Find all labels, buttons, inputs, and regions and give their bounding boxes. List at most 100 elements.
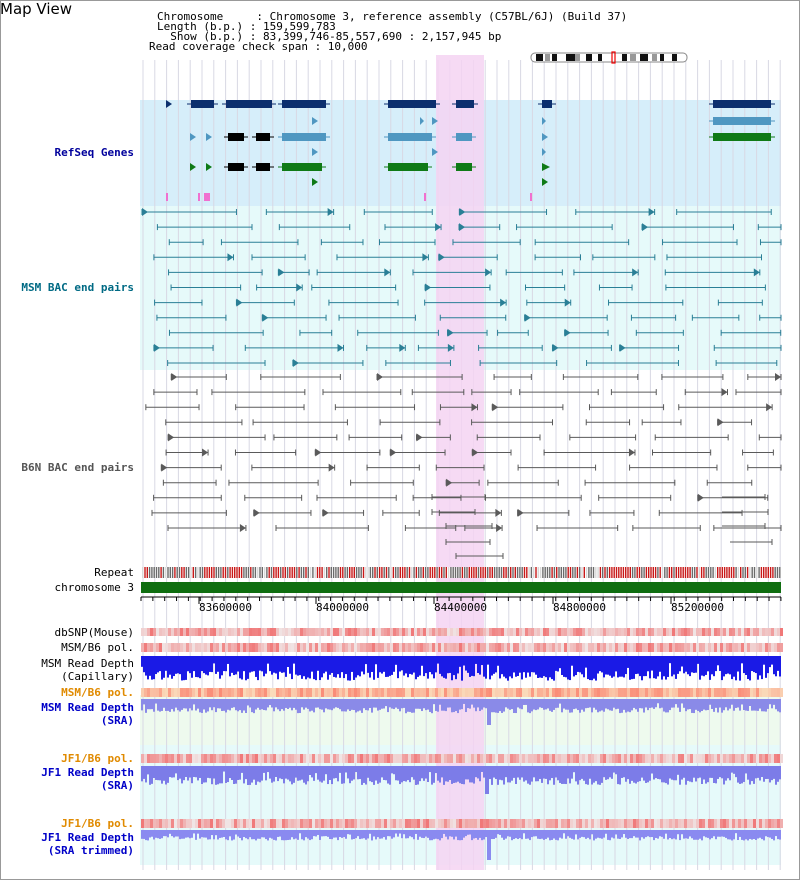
repeat-element xyxy=(259,567,261,578)
track-label-dbsnp[interactable]: dbSNP(Mouse) xyxy=(54,626,134,639)
dbsnp-heat-cell xyxy=(525,628,528,636)
msm-pol-heat-cell xyxy=(213,643,216,652)
jf1-pol-heat-cell xyxy=(651,754,654,763)
jf1-depth-bar xyxy=(185,766,187,778)
dbsnp-heat-cell xyxy=(735,628,738,636)
track-label-jf1-pol-2[interactable]: JF1/B6 pol. xyxy=(61,817,134,830)
jf1-depth-bar xyxy=(739,766,741,784)
dbsnp-heat-cell xyxy=(258,628,261,636)
msm-capillary-depth-bar xyxy=(349,656,351,681)
dbsnp-heat-cell xyxy=(660,628,663,636)
msm-sra-depth-bar xyxy=(667,699,669,713)
msm-sra-depth-bar xyxy=(293,699,295,708)
repeat-element xyxy=(344,567,346,578)
msm-pol2-heat-cell xyxy=(771,688,774,697)
jf1-pol-heat-cell xyxy=(756,754,759,763)
jf1-depth-bar xyxy=(423,766,425,781)
msm-sra-depth-bar xyxy=(759,699,761,709)
msm-pol-heat-cell xyxy=(534,643,537,652)
track-label-repeat[interactable]: Repeat xyxy=(94,566,134,579)
msm-capillary-depth-bar xyxy=(187,656,189,672)
msm-pol2-heat-cell xyxy=(372,688,375,697)
msm-capillary-depth-bar xyxy=(761,656,763,680)
msm-capillary-depth-bar xyxy=(563,656,565,677)
msm-sra-depth-bar xyxy=(511,699,513,710)
jf1-pol2-heat-cell xyxy=(540,819,543,828)
jf1-trimmed-depth-bar xyxy=(255,830,257,841)
msm-pol-heat-cell xyxy=(756,643,759,652)
track-label-msm-pol-1[interactable]: MSM/B6 pol. xyxy=(61,641,134,654)
repeat-element xyxy=(229,567,231,578)
track-label-msm-depth-capillary[interactable]: MSM Read Depth xyxy=(41,657,134,670)
jf1-pol-heat-cell xyxy=(180,754,183,763)
track-label-msm-bac[interactable]: MSM BAC end pairs xyxy=(21,281,134,294)
msm-pol-heat-cell xyxy=(228,643,231,652)
track-label-chromosome[interactable]: chromosome 3 xyxy=(54,581,134,594)
jf1-depth-bar xyxy=(147,766,149,775)
msm-sra-depth-bar xyxy=(751,699,753,711)
jf1-depth-bar xyxy=(333,766,335,779)
repeat-element xyxy=(441,567,443,578)
jf1-trimmed-depth-bar xyxy=(649,830,651,838)
msm-sra-depth-bar xyxy=(183,699,185,709)
msm-pol2-heat-cell xyxy=(633,688,636,697)
jf1-trimmed-depth-bar xyxy=(585,830,587,839)
repeat-element xyxy=(204,567,206,578)
track-label-refseq[interactable]: RefSeq Genes xyxy=(54,146,134,159)
msm-pol-heat-cell xyxy=(663,643,666,652)
track-label-jf1-pol-1[interactable]: JF1/B6 pol. xyxy=(61,752,134,765)
msm-pol-heat-cell xyxy=(414,643,417,652)
repeat-element xyxy=(613,567,615,578)
track-label-b6n-bac[interactable]: B6N BAC end pairs xyxy=(21,461,134,474)
jf1-trimmed-depth-bar xyxy=(493,830,495,840)
jf1-trimmed-depth-bar xyxy=(219,830,221,838)
jf1-depth-bar xyxy=(751,766,753,782)
jf1-pol2-heat-cell xyxy=(261,819,264,828)
repeat-element xyxy=(263,567,266,578)
jf1-pol-heat-cell xyxy=(486,754,489,763)
jf1-depth-bar xyxy=(489,766,491,780)
jf1-depth-bar xyxy=(473,766,475,784)
jf1-pol-heat-cell xyxy=(291,754,294,763)
jf1-trimmed-depth-bar xyxy=(183,830,185,839)
jf1-pol-heat-cell xyxy=(393,754,396,763)
jf1-pol2-heat-cell xyxy=(723,819,726,828)
msm-pol-heat-cell xyxy=(417,643,420,652)
track-label-msm-pol-2[interactable]: MSM/B6 pol. xyxy=(61,686,134,699)
jf1-depth-bar xyxy=(301,766,303,780)
repeat-element xyxy=(183,567,185,578)
repeat-element xyxy=(769,567,772,578)
jf1-depth-bar xyxy=(773,766,775,779)
jf1-trimmed-depth-bar xyxy=(751,830,753,840)
msm-capillary-depth-bar xyxy=(655,656,657,679)
msm-sra-depth-bar xyxy=(479,699,481,712)
msm-pol-heat-cell xyxy=(183,643,186,652)
jf1-pol-heat-cell xyxy=(561,754,564,763)
jf1-trimmed-depth-bar xyxy=(747,830,749,841)
msm-pol2-heat-cell xyxy=(708,688,711,697)
jf1-depth-bar xyxy=(521,766,523,778)
msm-sra-depth-bar xyxy=(719,699,721,708)
jf1-depth-bar xyxy=(249,766,251,785)
msm-pol-heat-cell xyxy=(720,643,723,652)
repeat-element xyxy=(390,567,392,578)
msm-capillary-depth-bar xyxy=(555,656,557,671)
msm-sra-depth-bar xyxy=(613,699,615,708)
dbsnp-heat-cell xyxy=(372,628,375,636)
jf1-pol-heat-cell xyxy=(207,754,210,763)
track-label-jf1-trimmed[interactable]: JF1 Read Depth xyxy=(41,831,134,844)
repeat-element xyxy=(222,567,224,578)
track-label-msm-depth-sra[interactable]: MSM Read Depth xyxy=(41,701,134,714)
jf1-trimmed-depth-bar xyxy=(253,830,255,840)
dbsnp-heat-cell xyxy=(489,628,492,636)
jf1-trimmed-depth-bar xyxy=(647,830,649,837)
jf1-depth-bar xyxy=(587,766,589,785)
jf1-depth-bar xyxy=(657,766,659,779)
msm-sra-depth-bar xyxy=(537,699,539,710)
jf1-pol2-heat-cell xyxy=(531,819,534,828)
track-label-jf1-depth[interactable]: JF1 Read Depth xyxy=(41,766,134,779)
msm-sra-depth-bar xyxy=(665,699,667,713)
jf1-pol-heat-cell xyxy=(492,754,495,763)
jf1-depth-bar xyxy=(549,766,551,781)
